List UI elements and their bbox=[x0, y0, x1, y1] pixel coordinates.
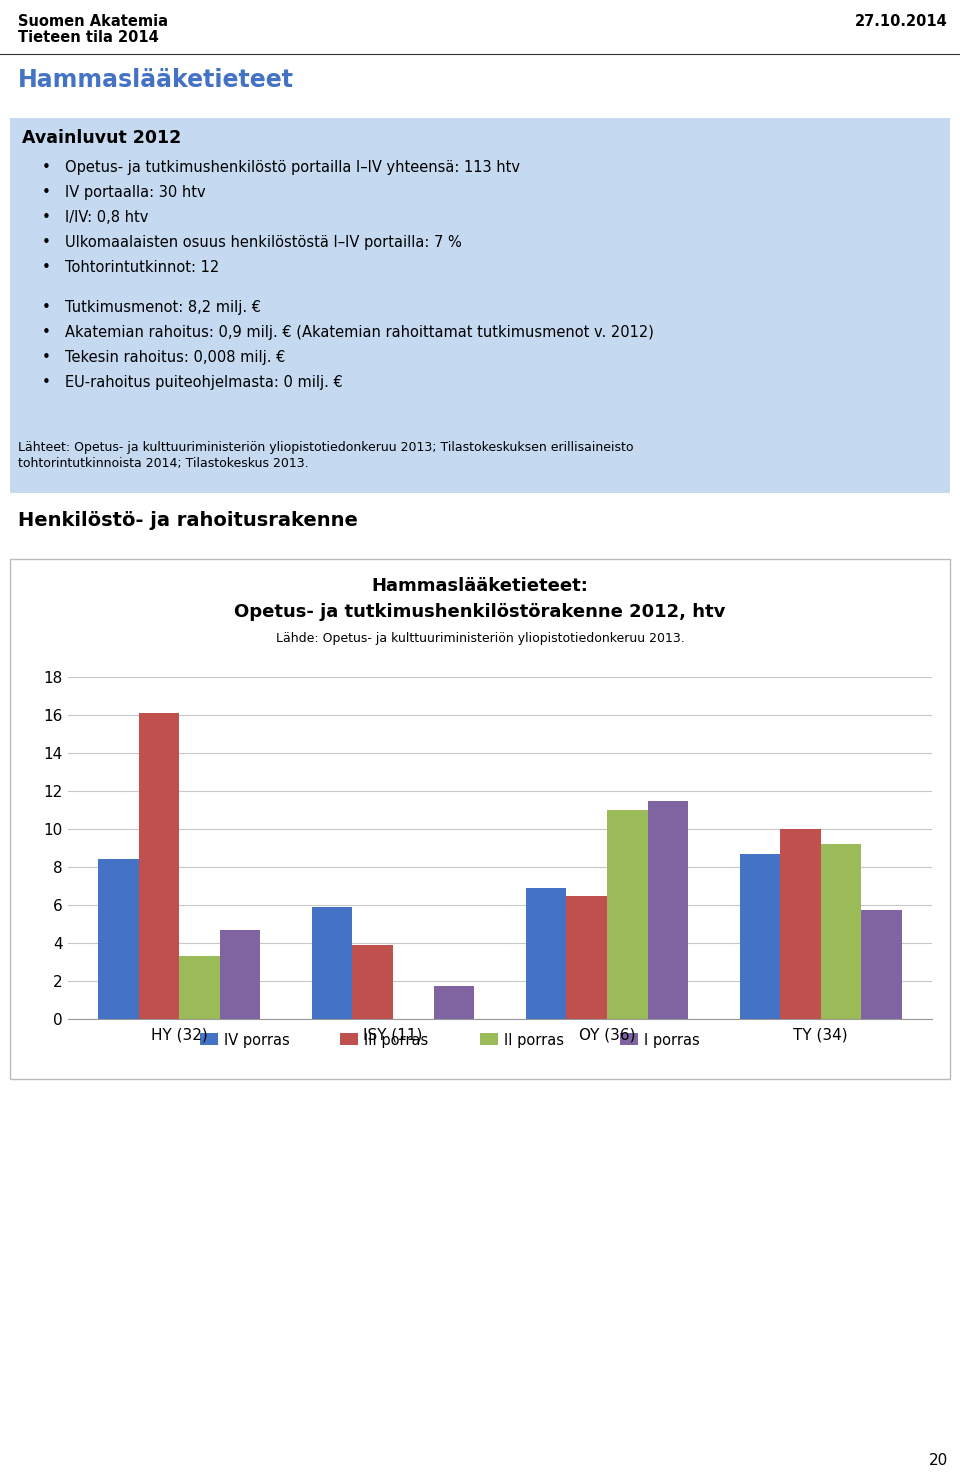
FancyBboxPatch shape bbox=[480, 1033, 498, 1045]
Text: I porras: I porras bbox=[644, 1033, 700, 1048]
Text: Tekesin rahoitus: 0,008 milj. €: Tekesin rahoitus: 0,008 milj. € bbox=[65, 350, 285, 365]
Text: IV portaalla: 30 htv: IV portaalla: 30 htv bbox=[65, 186, 205, 200]
Text: Akatemian rahoitus: 0,9 milj. € (Akatemian rahoittamat tutkimusmenot v. 2012): Akatemian rahoitus: 0,9 milj. € (Akatemi… bbox=[65, 325, 654, 340]
Bar bbox=[312, 907, 352, 1020]
Text: II porras: II porras bbox=[504, 1033, 564, 1048]
Bar bbox=[566, 895, 607, 1020]
Bar bbox=[821, 844, 861, 1020]
Text: Tieteen tila 2014: Tieteen tila 2014 bbox=[18, 30, 158, 45]
Text: Tutkimusmenot: 8,2 milj. €: Tutkimusmenot: 8,2 milj. € bbox=[65, 300, 261, 315]
Text: IV porras: IV porras bbox=[224, 1033, 290, 1048]
Text: •: • bbox=[42, 375, 51, 390]
Bar bbox=[220, 929, 260, 1020]
Text: •: • bbox=[42, 186, 51, 200]
Text: tohtorintutkinnoista 2014; Tilastokeskus 2013.: tohtorintutkinnoista 2014; Tilastokeskus… bbox=[18, 457, 308, 470]
Bar bbox=[180, 956, 220, 1020]
Text: Opetus- ja tutkimushenkilöstörakenne 2012, htv: Opetus- ja tutkimushenkilöstörakenne 201… bbox=[234, 603, 726, 620]
Text: •: • bbox=[42, 300, 51, 315]
FancyBboxPatch shape bbox=[340, 1033, 358, 1045]
Bar bbox=[648, 800, 688, 1020]
Bar bbox=[434, 985, 474, 1020]
FancyBboxPatch shape bbox=[10, 559, 950, 1079]
Text: •: • bbox=[42, 325, 51, 340]
Bar bbox=[526, 887, 566, 1020]
Text: Avainluvut 2012: Avainluvut 2012 bbox=[22, 129, 181, 147]
Text: 27.10.2014: 27.10.2014 bbox=[855, 13, 948, 30]
Text: III porras: III porras bbox=[364, 1033, 428, 1048]
Text: I/IV: 0,8 htv: I/IV: 0,8 htv bbox=[65, 211, 149, 226]
Text: Henkilöstö- ja rahoitusrakenne: Henkilöstö- ja rahoitusrakenne bbox=[18, 510, 358, 530]
Bar bbox=[98, 859, 138, 1020]
FancyBboxPatch shape bbox=[200, 1033, 218, 1045]
Text: 20: 20 bbox=[928, 1453, 948, 1468]
Text: Ulkomaalaisten osuus henkilöstöstä I–IV portailla: 7 %: Ulkomaalaisten osuus henkilöstöstä I–IV … bbox=[65, 234, 462, 249]
Text: Lähde: Opetus- ja kulttuuriministeriön yliopistotiedonkeruu 2013.: Lähde: Opetus- ja kulttuuriministeriön y… bbox=[276, 632, 684, 646]
Text: •: • bbox=[42, 160, 51, 175]
Bar bbox=[739, 853, 780, 1020]
FancyBboxPatch shape bbox=[620, 1033, 638, 1045]
Text: Hammaslääketieteet: Hammaslääketieteet bbox=[18, 68, 294, 92]
Text: Hammaslääketieteet:: Hammaslääketieteet: bbox=[372, 577, 588, 595]
Text: •: • bbox=[42, 234, 51, 249]
FancyBboxPatch shape bbox=[10, 119, 950, 493]
Text: •: • bbox=[42, 260, 51, 275]
Text: Suomen Akatemia: Suomen Akatemia bbox=[18, 13, 168, 30]
Text: EU-rahoitus puiteohjelmasta: 0 milj. €: EU-rahoitus puiteohjelmasta: 0 milj. € bbox=[65, 375, 343, 390]
Text: •: • bbox=[42, 211, 51, 226]
Bar bbox=[861, 910, 902, 1020]
Text: Tohtorintutkinnot: 12: Tohtorintutkinnot: 12 bbox=[65, 260, 219, 275]
Bar bbox=[780, 830, 821, 1020]
Text: •: • bbox=[42, 350, 51, 365]
Bar bbox=[607, 810, 648, 1020]
Bar bbox=[352, 945, 393, 1020]
Text: Opetus- ja tutkimushenkilöstö portailla I–IV yhteensä: 113 htv: Opetus- ja tutkimushenkilöstö portailla … bbox=[65, 160, 520, 175]
Text: Lähteet: Opetus- ja kulttuuriministeriön yliopistotiedonkeruu 2013; Tilastokesku: Lähteet: Opetus- ja kulttuuriministeriön… bbox=[18, 441, 634, 454]
Bar bbox=[138, 714, 180, 1020]
